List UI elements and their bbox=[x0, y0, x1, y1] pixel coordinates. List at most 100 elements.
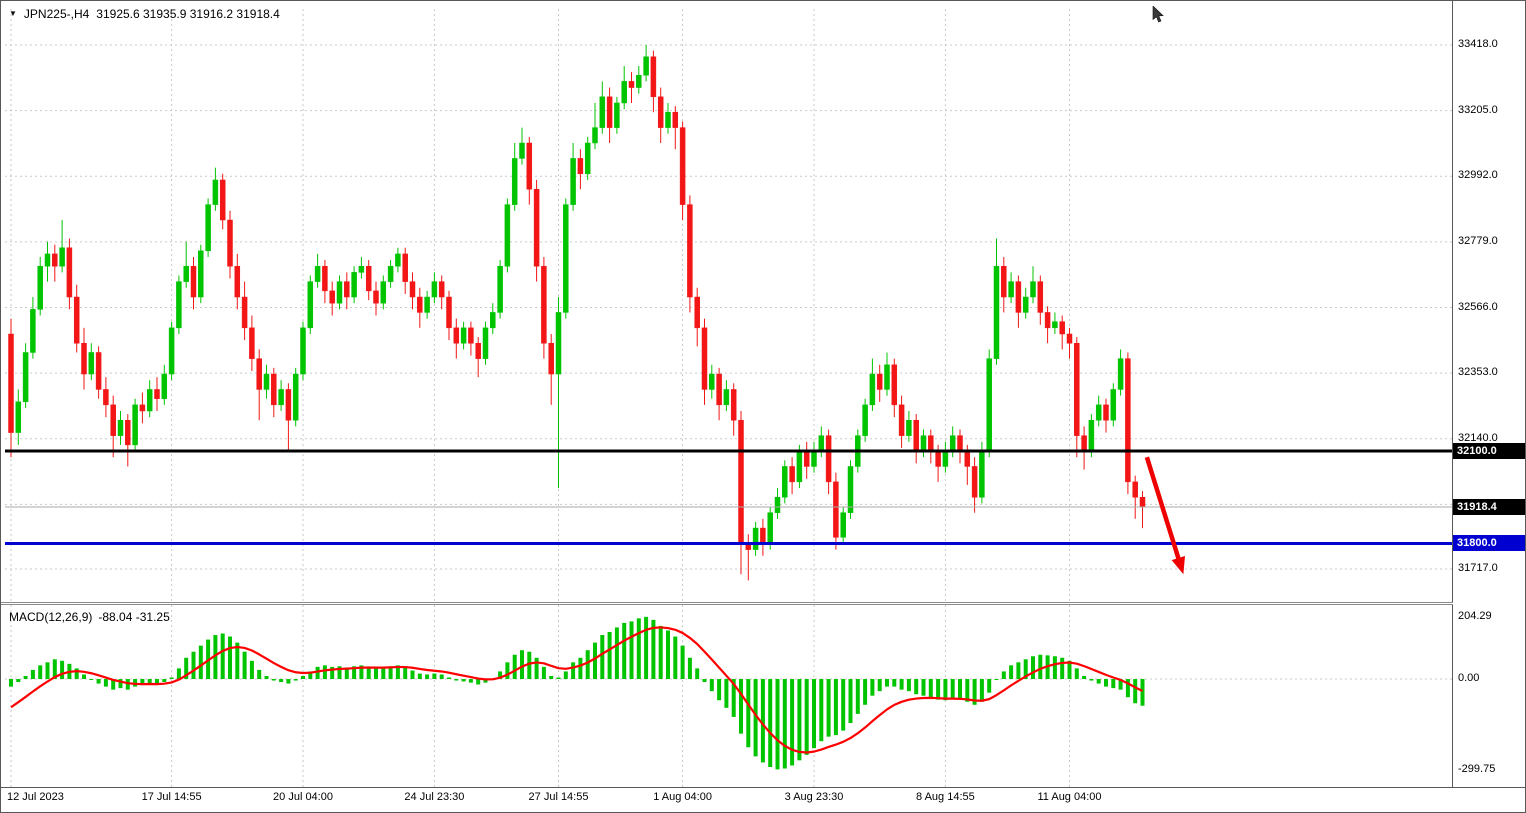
price-axis-label: 33418.0 bbox=[1458, 38, 1498, 51]
price-axis-label: 33205.0 bbox=[1458, 103, 1498, 116]
pane-separator[interactable] bbox=[1, 602, 1525, 605]
candle-up bbox=[351, 272, 357, 298]
macd-histogram-bar bbox=[439, 674, 444, 680]
candle-up bbox=[884, 364, 890, 390]
bottom-separator bbox=[1, 787, 1525, 788]
candle-up bbox=[307, 281, 314, 329]
candle-up bbox=[563, 204, 569, 313]
macd-histogram-bar bbox=[1016, 662, 1021, 680]
candle-down bbox=[219, 179, 226, 221]
candle-down bbox=[913, 419, 919, 452]
candle-down bbox=[833, 481, 839, 538]
candle-down bbox=[898, 404, 905, 436]
candle-down bbox=[66, 247, 73, 298]
macd-histogram-bar bbox=[147, 679, 152, 684]
candle-down bbox=[1044, 312, 1051, 329]
macd-histogram-bar bbox=[629, 621, 634, 680]
candle-up bbox=[387, 265, 394, 282]
macd-indicator-pane[interactable] bbox=[5, 605, 1453, 787]
macd-histogram-bar bbox=[45, 662, 50, 680]
macd-histogram-bar bbox=[374, 668, 378, 680]
main-price-pane[interactable] bbox=[5, 9, 1453, 602]
candle-up bbox=[30, 309, 36, 353]
time-axis[interactable]: 12 Jul 2023 17 Jul 14:55 20 Jul 04:00 24 Ju… bbox=[1, 790, 1453, 812]
macd-histogram-bar bbox=[388, 666, 393, 680]
candle-down bbox=[730, 389, 737, 421]
candle-down bbox=[81, 342, 87, 375]
macd-histogram-bar bbox=[673, 636, 678, 680]
macd-histogram-bar bbox=[425, 674, 430, 680]
macd-histogram-bar bbox=[614, 627, 619, 680]
candle-down bbox=[110, 404, 116, 436]
candle-down bbox=[285, 389, 292, 421]
candle-down bbox=[52, 253, 58, 267]
candle-up bbox=[1117, 358, 1124, 390]
candle-up bbox=[460, 327, 467, 344]
price-axis-label: 32140.0 bbox=[1458, 431, 1498, 444]
macd-histogram-bar bbox=[1052, 656, 1057, 680]
candle-up bbox=[497, 265, 503, 313]
candle-up bbox=[395, 253, 401, 267]
candle-up bbox=[183, 265, 189, 282]
price-axis[interactable]: 33418.0 33205.0 32992.0 32779.0 32566.0 32353… bbox=[1453, 1, 1525, 787]
candle-up bbox=[847, 466, 854, 513]
macd-histogram-bar bbox=[651, 619, 656, 680]
candle-down bbox=[322, 265, 328, 292]
candle-down bbox=[344, 281, 350, 298]
trend-arrow-head[interactable] bbox=[1171, 555, 1186, 575]
macd-histogram-bar bbox=[1074, 668, 1079, 680]
candle-down bbox=[957, 435, 963, 452]
candle-up bbox=[519, 142, 525, 159]
trend-arrow-shaft[interactable] bbox=[1144, 456, 1183, 566]
candle-up bbox=[482, 327, 489, 359]
candle-up bbox=[1095, 404, 1102, 421]
macd-histogram-bar bbox=[965, 679, 970, 702]
macd-histogram-bar bbox=[228, 636, 232, 680]
candle-up bbox=[592, 127, 598, 144]
candle-up bbox=[431, 281, 438, 298]
candle-up bbox=[570, 158, 576, 205]
time-axis-label: 11 Aug 04:00 bbox=[1037, 791, 1102, 803]
macd-histogram-bar bbox=[593, 642, 597, 680]
macd-histogram-bar bbox=[1031, 656, 1035, 680]
macd-histogram-bar bbox=[520, 650, 524, 680]
macd-histogram-bar bbox=[242, 651, 247, 680]
price-tag: 31800.0 bbox=[1453, 535, 1525, 552]
candle-down bbox=[928, 435, 934, 452]
macd-histogram-bar bbox=[52, 659, 57, 680]
macd-histogram-bar bbox=[330, 666, 335, 680]
candle-up bbox=[840, 512, 846, 538]
candle-up bbox=[621, 81, 627, 104]
macd-histogram-bar bbox=[417, 673, 422, 680]
symbol-dropdown-icon[interactable]: ▼ bbox=[9, 9, 17, 18]
macd-histogram-bar bbox=[1140, 679, 1145, 706]
macd-histogram-bar bbox=[870, 679, 875, 696]
candle-up bbox=[774, 497, 781, 513]
macd-histogram-bar bbox=[198, 645, 203, 680]
macd-axis-label: 204.29 bbox=[1458, 610, 1492, 623]
macd-histogram-bar bbox=[695, 668, 700, 680]
candle-up bbox=[723, 389, 730, 406]
macd-histogram-bar bbox=[359, 665, 364, 680]
candle-down bbox=[125, 419, 131, 446]
macd-histogram-bar bbox=[972, 679, 977, 705]
macd-histogram-bar bbox=[709, 679, 714, 692]
macd-histogram-bar bbox=[731, 679, 736, 717]
macd-histogram-bar bbox=[286, 679, 291, 684]
axis-separator bbox=[1452, 1, 1453, 787]
candle-up bbox=[1030, 281, 1036, 298]
macd-histogram-bar bbox=[863, 679, 868, 705]
candle-down bbox=[234, 265, 241, 298]
macd-indicator-values: -88.04 -31.25 bbox=[98, 610, 170, 624]
macd-histogram-bar bbox=[279, 679, 284, 683]
macd-histogram-bar bbox=[804, 679, 809, 755]
candle-up bbox=[490, 312, 496, 329]
macd-histogram-bar bbox=[892, 679, 897, 687]
candle-up bbox=[709, 373, 715, 390]
candle-up bbox=[22, 352, 29, 403]
candle-up bbox=[380, 281, 387, 304]
macd-histogram-bar bbox=[264, 675, 269, 680]
macd-histogram-bar bbox=[687, 657, 692, 680]
candle-down bbox=[577, 158, 584, 175]
